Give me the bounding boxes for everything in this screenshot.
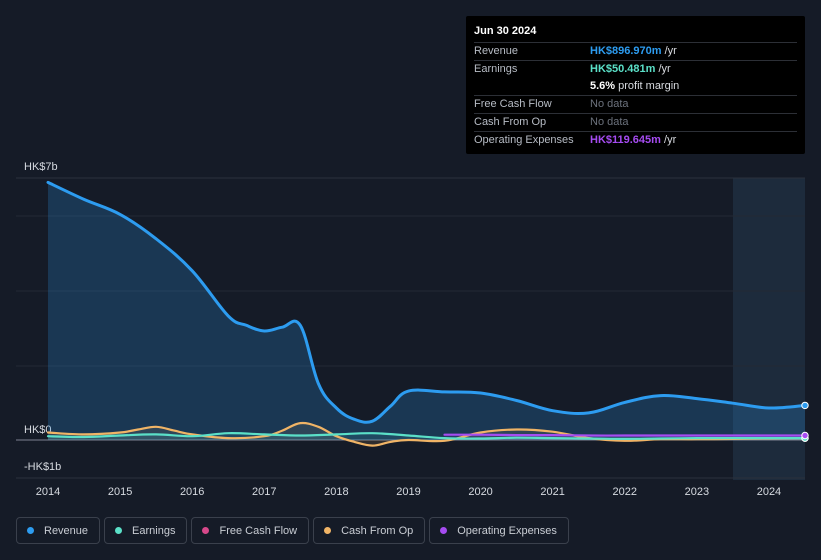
tooltip-row-revenue: Revenue HK$896.970m /yr <box>474 43 797 61</box>
earnings-line <box>46 432 807 440</box>
tooltip-margin-spacer <box>474 78 590 95</box>
legend-dot-icon <box>440 527 448 534</box>
series-end-markers <box>801 401 809 442</box>
legend-label: Operating Expenses <box>457 524 557 537</box>
x-tick-label: 2017 <box>252 486 276 498</box>
series-areas <box>48 182 805 446</box>
legend-item-earnings[interactable]: Earnings <box>104 517 188 544</box>
legend-label: Cash From Op <box>341 524 414 537</box>
x-tick-label: 2014 <box>36 486 60 498</box>
tooltip-row-opex: Operating Expenses HK$119.645m /yr <box>474 132 797 149</box>
legend-item-cash-from-op[interactable]: Cash From Op <box>313 517 426 544</box>
chart-legend: Revenue Earnings Free Cash Flow Cash Fro… <box>16 517 569 544</box>
x-tick-label: 2015 <box>108 486 132 498</box>
tooltip-row-cfo: Cash From Op No data <box>474 114 797 132</box>
tooltip-earnings-unit: /yr <box>658 63 671 75</box>
tooltip-earnings-label: Earnings <box>474 63 518 75</box>
tooltip-margin-text: profit margin <box>618 80 680 92</box>
operating-expenses-line <box>443 433 807 437</box>
tooltip-row-earnings: Earnings HK$50.481m /yr <box>474 61 797 78</box>
x-tick-label: 2019 <box>396 486 420 498</box>
legend-label: Free Cash Flow <box>219 524 298 537</box>
tooltip-cfo-label: Cash From Op <box>474 116 547 128</box>
x-tick-label: 2024 <box>757 486 781 498</box>
tooltip-row-margin: 5.6% profit margin <box>474 78 797 96</box>
y-axis-bottom-label: -HK$1b <box>24 461 61 473</box>
tooltip-cfo-value: No data <box>590 116 629 128</box>
tooltip-opex-unit: /yr <box>664 134 677 146</box>
series-lines <box>46 180 807 447</box>
tooltip-revenue-value-wrap: HK$896.970m /yr <box>590 43 677 60</box>
legend-item-free-cash-flow[interactable]: Free Cash Flow <box>191 517 310 544</box>
gridlines <box>16 177 805 479</box>
revenue-line <box>46 180 807 424</box>
revenue-area <box>48 182 805 440</box>
x-tick-label: 2016 <box>180 486 204 498</box>
legend-label: Earnings <box>132 524 176 537</box>
tooltip-row-fcf: Free Cash Flow No data <box>474 96 797 114</box>
x-axis-ticks: 2014 2015 2016 2017 2018 2019 2020 2021 2022 2023… <box>36 486 781 498</box>
legend-dot-icon <box>27 527 34 534</box>
tooltip-earnings-value-wrap: HK$50.481m /yr <box>590 61 671 78</box>
forecast-highlight-band <box>733 178 805 480</box>
tooltip-revenue-label: Revenue <box>474 45 519 57</box>
legend-dot-icon <box>324 527 332 534</box>
operating-expenses-end-marker <box>801 431 809 440</box>
x-tick-label: 2018 <box>324 486 348 498</box>
legend-item-operating-expenses[interactable]: Operating Expenses <box>429 517 569 544</box>
legend-item-revenue[interactable]: Revenue <box>16 517 101 544</box>
tooltip-opex-value: HK$119.645m <box>590 134 661 146</box>
tooltip-fcf-value: No data <box>590 98 629 110</box>
cash-from-op-line <box>46 421 807 447</box>
legend-dot-icon <box>115 527 123 534</box>
y-axis-top-label: HK$7b <box>24 161 58 173</box>
legend-label: Revenue <box>44 524 89 537</box>
tooltip-opex-value-wrap: HK$119.645m /yr <box>590 132 676 149</box>
x-tick-label: 2022 <box>613 486 637 498</box>
tooltip-revenue-value: HK$896.970m <box>590 45 662 57</box>
x-tick-label: 2023 <box>685 486 709 498</box>
y-axis-zero-label: HK$0 <box>24 424 52 436</box>
tooltip-opex-label: Operating Expenses <box>474 134 574 146</box>
tooltip-fcf-label: Free Cash Flow <box>474 98 552 110</box>
tooltip-margin-value: 5.6% <box>590 80 616 92</box>
x-tick-label: 2021 <box>540 486 564 498</box>
cash-from-op-area <box>48 422 805 446</box>
tooltip-date: Jun 30 2024 <box>474 24 797 43</box>
tooltip-margin-wrap: 5.6% profit margin <box>590 78 679 95</box>
tooltip-revenue-unit: /yr <box>664 45 677 57</box>
legend-dot-icon <box>202 527 210 534</box>
data-tooltip: Jun 30 2024 Revenue HK$896.970m /yr Earn… <box>466 16 805 154</box>
revenue-end-marker <box>801 401 809 410</box>
x-tick-label: 2020 <box>468 486 492 498</box>
tooltip-earnings-value: HK$50.481m <box>590 63 656 75</box>
